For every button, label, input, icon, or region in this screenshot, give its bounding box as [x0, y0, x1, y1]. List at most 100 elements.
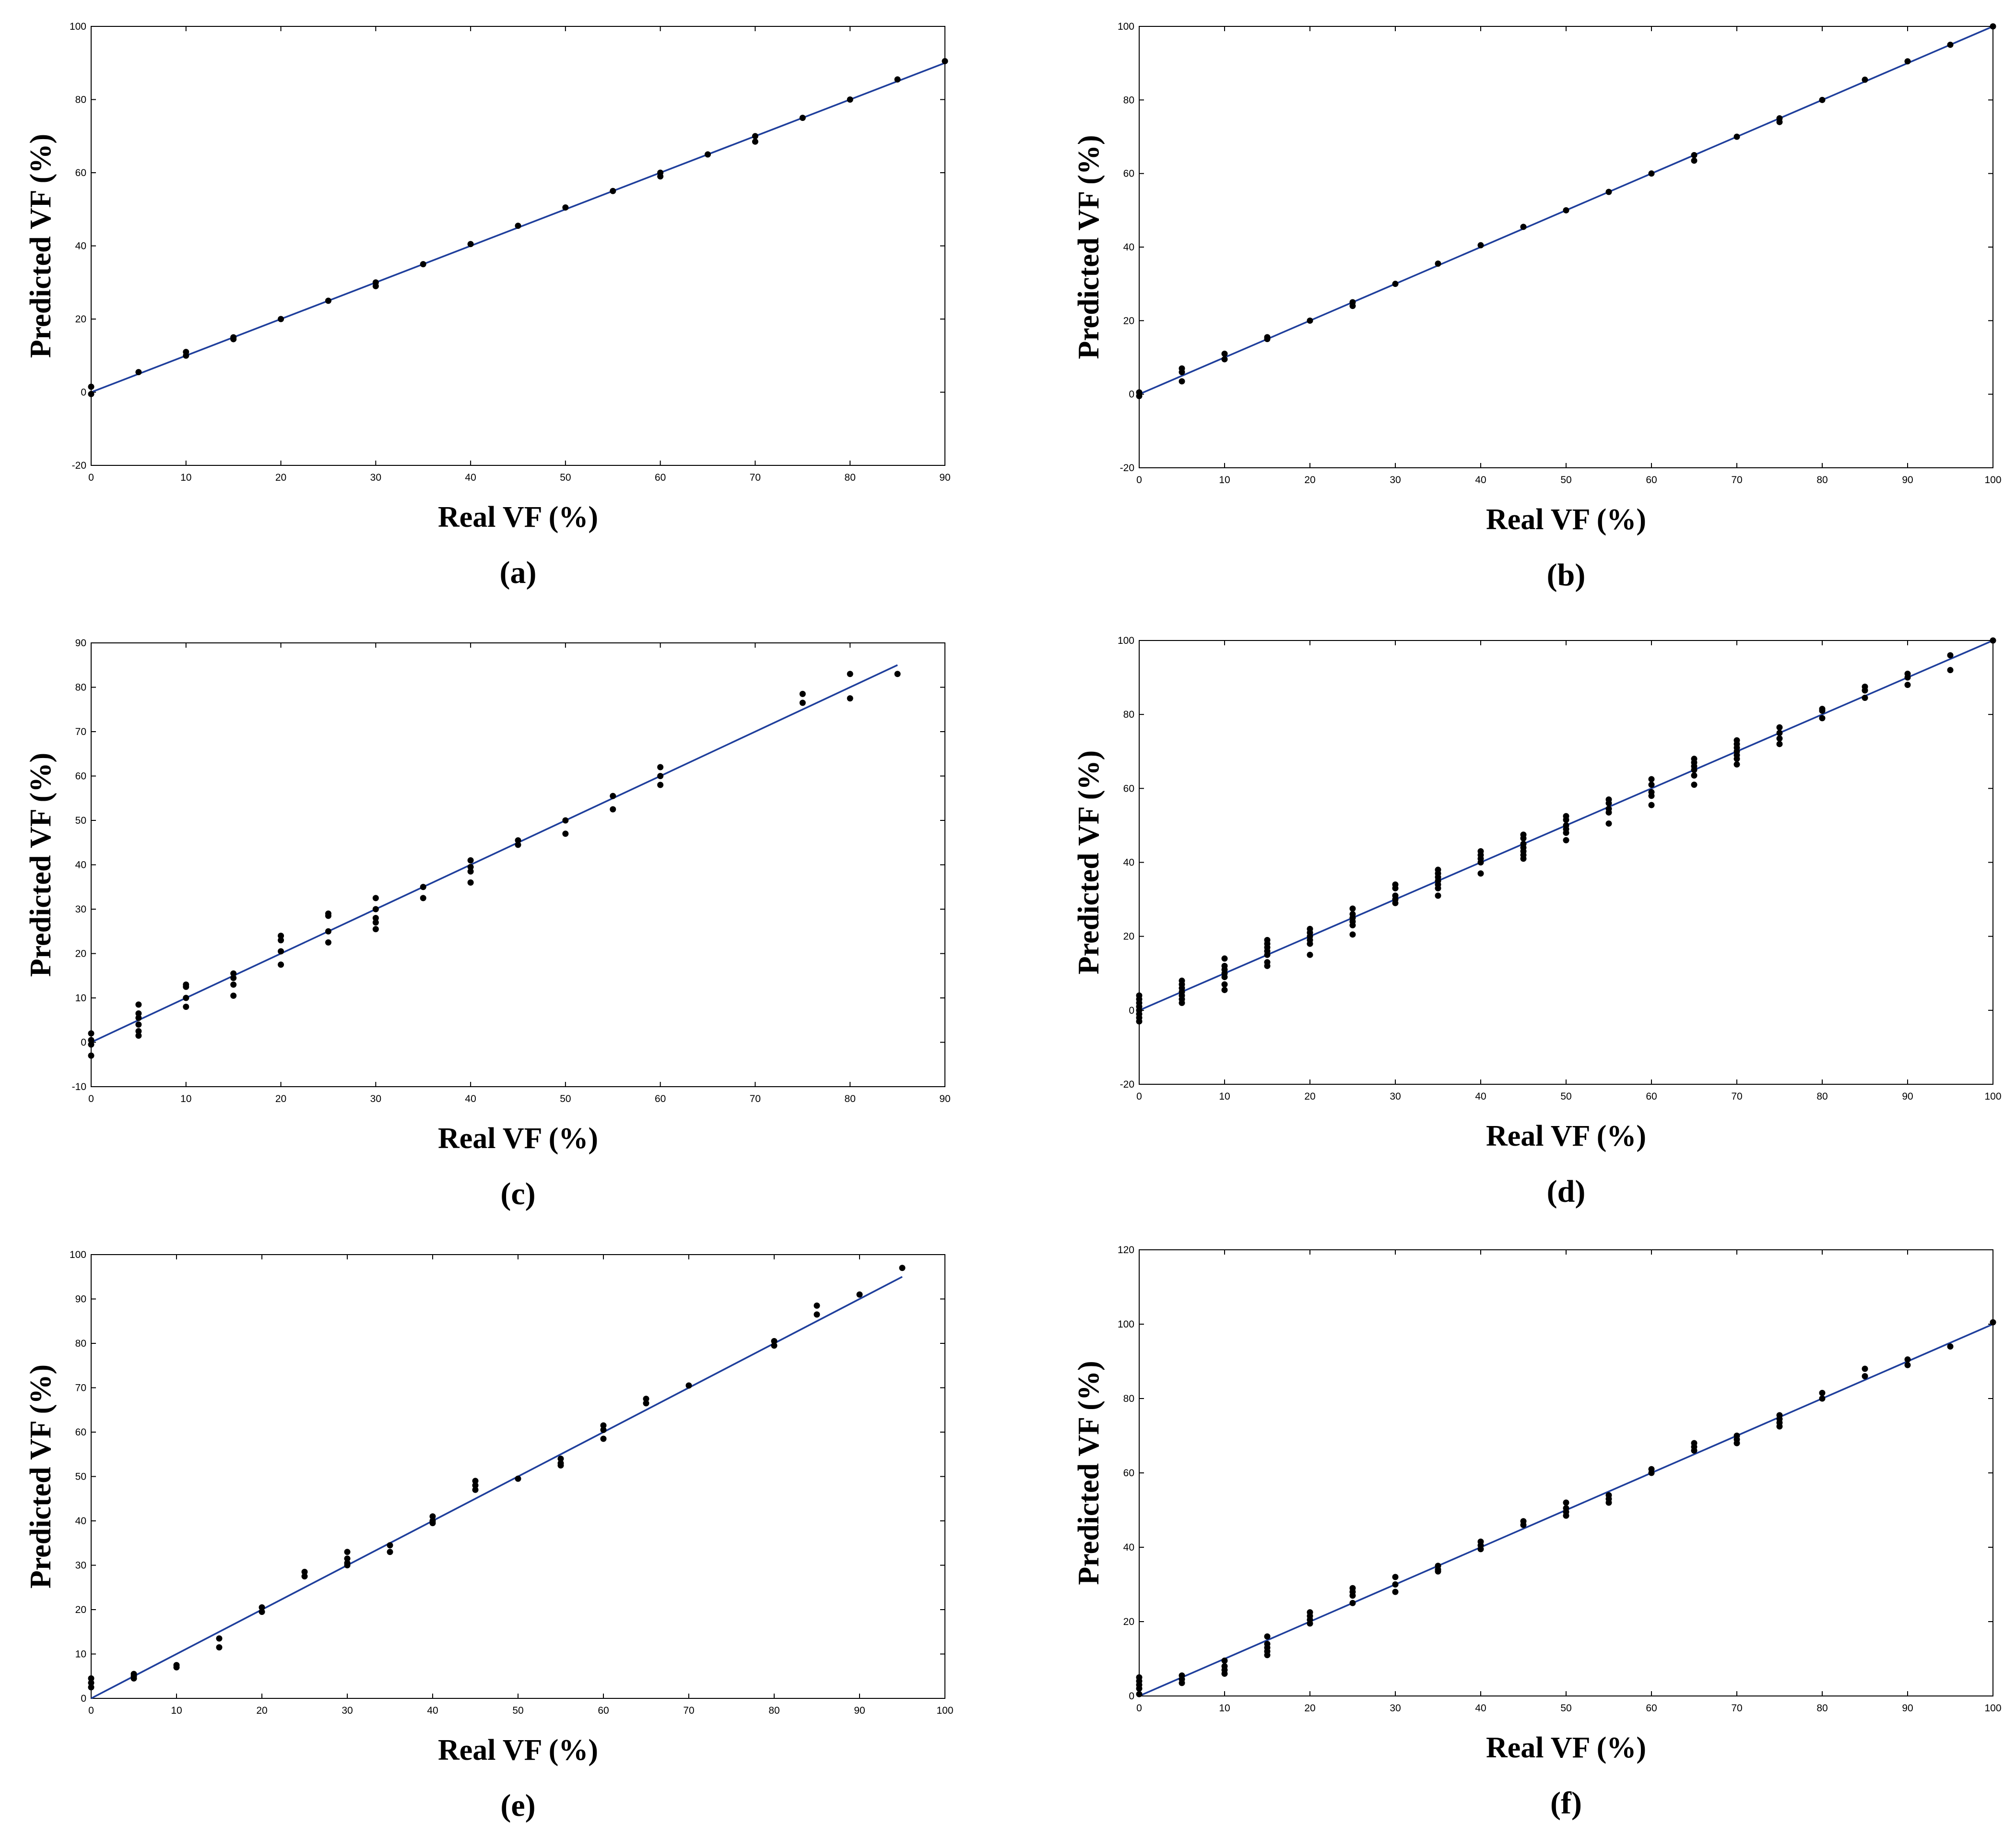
- data-point: [301, 1573, 308, 1580]
- data-point: [1904, 674, 1911, 681]
- data-point: [1691, 157, 1698, 164]
- x-tick-label: 100: [1984, 1703, 2001, 1714]
- data-point: [259, 1604, 265, 1611]
- data-point: [372, 906, 379, 913]
- x-tick-label: 10: [180, 472, 191, 483]
- data-point: [1904, 682, 1911, 688]
- data-point: [1819, 715, 1826, 722]
- data-point: [1264, 1633, 1271, 1640]
- data-point: [230, 974, 237, 981]
- x-tick-label: 80: [1816, 474, 1827, 486]
- data-point: [1776, 741, 1783, 747]
- data-point: [278, 937, 284, 944]
- data-point: [847, 671, 853, 677]
- data-point: [1819, 707, 1826, 714]
- data-point: [610, 188, 616, 194]
- data-point: [1179, 1680, 1185, 1686]
- data-point: [1947, 652, 1954, 659]
- data-point: [230, 336, 237, 343]
- data-point: [467, 857, 474, 864]
- data-point: [600, 1435, 607, 1442]
- y-tick-label: 20: [75, 949, 86, 960]
- data-point: [1819, 1389, 1826, 1396]
- y-tick-label: 0: [1129, 1005, 1134, 1016]
- y-tick-label: 30: [75, 1560, 86, 1571]
- data-point: [387, 1549, 393, 1555]
- y-tick-label: 80: [1123, 709, 1134, 720]
- data-point: [1221, 986, 1228, 993]
- y-axis-title: Predicted VF (%): [1073, 135, 1105, 359]
- data-point: [325, 297, 331, 304]
- y-tick-label: 20: [1123, 315, 1134, 326]
- data-point: [1862, 1365, 1868, 1372]
- data-point: [216, 1644, 223, 1651]
- data-point: [1349, 1592, 1356, 1599]
- data-point: [515, 223, 521, 229]
- data-point: [429, 1520, 436, 1527]
- data-point: [472, 1486, 479, 1493]
- data-point: [643, 1400, 649, 1407]
- data-point: [1563, 817, 1569, 823]
- data-point: [88, 1052, 94, 1059]
- x-tick-label: 0: [88, 472, 94, 483]
- data-point: [1563, 1499, 1569, 1506]
- x-tick-label: 0: [88, 1093, 94, 1104]
- data-point: [771, 1342, 778, 1349]
- y-tick-label: 40: [1123, 857, 1134, 868]
- x-tick-label: 90: [1902, 1703, 1913, 1714]
- fit-line: [91, 1276, 903, 1699]
- data-point: [1392, 885, 1399, 891]
- data-point: [562, 817, 569, 824]
- x-tick-label: 40: [427, 1705, 438, 1716]
- data-point: [372, 926, 379, 933]
- x-axis-title: Real VF (%): [438, 1122, 598, 1155]
- y-tick-label: 100: [1118, 1319, 1134, 1330]
- data-point: [1691, 152, 1698, 158]
- data-point: [515, 1475, 521, 1482]
- x-tick-label: 100: [936, 1705, 953, 1716]
- data-point: [1990, 1319, 1996, 1326]
- y-tick-label: 40: [75, 860, 86, 871]
- data-point: [1221, 1671, 1228, 1677]
- data-point: [1221, 356, 1228, 363]
- data-point: [372, 283, 379, 289]
- plot-frame: [1139, 1249, 1993, 1696]
- x-tick-label: 0: [1136, 1703, 1142, 1714]
- data-point: [856, 1291, 863, 1298]
- data-point: [752, 138, 758, 145]
- y-tick-label: 60: [1123, 168, 1134, 179]
- panel-label: (a): [500, 555, 537, 590]
- data-point: [1435, 261, 1441, 267]
- data-point: [1648, 802, 1655, 808]
- data-point: [752, 133, 758, 140]
- data-point: [88, 1675, 94, 1682]
- data-point: [562, 204, 569, 211]
- data-point: [1691, 767, 1698, 773]
- data-point: [1862, 1373, 1868, 1379]
- data-point: [1435, 892, 1441, 899]
- data-point: [472, 1478, 479, 1484]
- data-point: [230, 981, 237, 988]
- y-tick-label: -20: [72, 460, 86, 471]
- data-point: [1605, 1499, 1612, 1506]
- y-tick-label: 60: [75, 167, 86, 178]
- y-tick-label: 10: [75, 993, 86, 1004]
- data-point: [1776, 730, 1783, 736]
- data-point: [420, 895, 426, 901]
- data-point: [135, 1032, 142, 1039]
- data-point: [467, 879, 474, 886]
- data-point: [1819, 1395, 1826, 1402]
- data-point: [88, 1030, 94, 1037]
- data-point: [1648, 782, 1655, 788]
- y-tick-label: 70: [75, 726, 86, 737]
- data-point: [278, 948, 284, 955]
- x-tick-label: 70: [750, 1093, 761, 1104]
- data-point: [1221, 973, 1228, 980]
- data-point: [88, 1680, 94, 1686]
- data-point: [1179, 999, 1185, 1006]
- data-point: [183, 1004, 189, 1010]
- x-tick-label: 30: [342, 1705, 353, 1716]
- x-tick-label: 30: [1390, 474, 1401, 486]
- data-point: [1733, 761, 1740, 768]
